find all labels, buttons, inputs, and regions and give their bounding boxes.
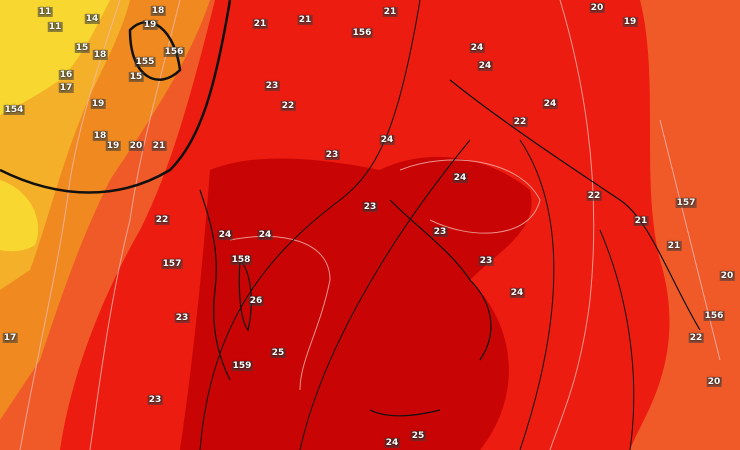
- pressure-label: 156: [703, 311, 725, 321]
- temperature-label: 21: [382, 7, 398, 17]
- temperature-label: 20: [706, 377, 722, 387]
- temperature-label: 23: [174, 313, 190, 323]
- pressure-label: 157: [161, 259, 183, 269]
- temperature-label: 18: [150, 6, 166, 16]
- temperature-label: 21: [252, 19, 268, 29]
- temperature-label: 23: [478, 256, 494, 266]
- temperature-label: 22: [688, 333, 704, 343]
- pressure-label: 155: [134, 57, 156, 67]
- temperature-label: 19: [105, 141, 121, 151]
- temperature-label: 26: [248, 296, 264, 306]
- temperature-label: 24: [542, 99, 558, 109]
- coastlines: [199, 79, 701, 417]
- temperature-label: 23: [264, 81, 280, 91]
- temperature-label: 23: [147, 395, 163, 405]
- temperature-label: 24: [257, 230, 273, 240]
- field-dark-red: [180, 156, 532, 450]
- isotherms: [19, 0, 721, 450]
- temperature-label: 23: [324, 150, 340, 160]
- temperature-label: 20: [128, 141, 144, 151]
- pressure-label: 156: [351, 28, 373, 38]
- temperature-label: 25: [270, 348, 286, 358]
- temperature-label: 18: [92, 131, 108, 141]
- temperature-label: 20: [719, 271, 735, 281]
- temperature-label: 24: [384, 438, 400, 448]
- temperature-label: 23: [432, 227, 448, 237]
- temperature-label: 17: [58, 83, 74, 93]
- temperature-label: 17: [2, 333, 18, 343]
- temperature-label: 21: [633, 216, 649, 226]
- temperature-label: 18: [92, 50, 108, 60]
- temperature-label: 21: [151, 141, 167, 151]
- temperature-label: 22: [154, 215, 170, 225]
- temperature-label: 24: [469, 43, 485, 53]
- pressure-label: 156: [163, 47, 185, 57]
- field-red-orange-ne: [650, 0, 740, 200]
- pressure-label: 154: [3, 105, 25, 115]
- temperature-label: 23: [362, 202, 378, 212]
- pressure-label: 159: [231, 361, 253, 371]
- temperature-label: 19: [142, 20, 158, 30]
- temperature-label: 14: [84, 14, 100, 24]
- temperature-label: 19: [90, 99, 106, 109]
- temperature-label: 21: [666, 241, 682, 251]
- temperature-label: 22: [586, 191, 602, 201]
- temperature-label: 15: [128, 72, 144, 82]
- pressure-label: 158: [230, 255, 252, 265]
- temperature-label: 19: [622, 17, 638, 27]
- temperature-label: 21: [297, 15, 313, 25]
- temperature-label: 24: [217, 230, 233, 240]
- temperature-label: 24: [379, 135, 395, 145]
- field-yellow-2: [0, 180, 39, 252]
- temperature-label: 15: [74, 43, 90, 53]
- temperature-label: 25: [410, 431, 426, 441]
- temperature-label: 16: [58, 70, 74, 80]
- temperature-label: 11: [37, 7, 53, 17]
- temperature-label: 20: [589, 3, 605, 13]
- temperature-label: 22: [280, 101, 296, 111]
- pressure-label: 157: [675, 198, 697, 208]
- temperature-label: 24: [477, 61, 493, 71]
- temperature-label: 24: [452, 173, 468, 183]
- temperature-label: 11: [47, 22, 63, 32]
- temperature-label: 24: [509, 288, 525, 298]
- temperature-label: 22: [512, 117, 528, 127]
- field-yellow: [0, 0, 110, 115]
